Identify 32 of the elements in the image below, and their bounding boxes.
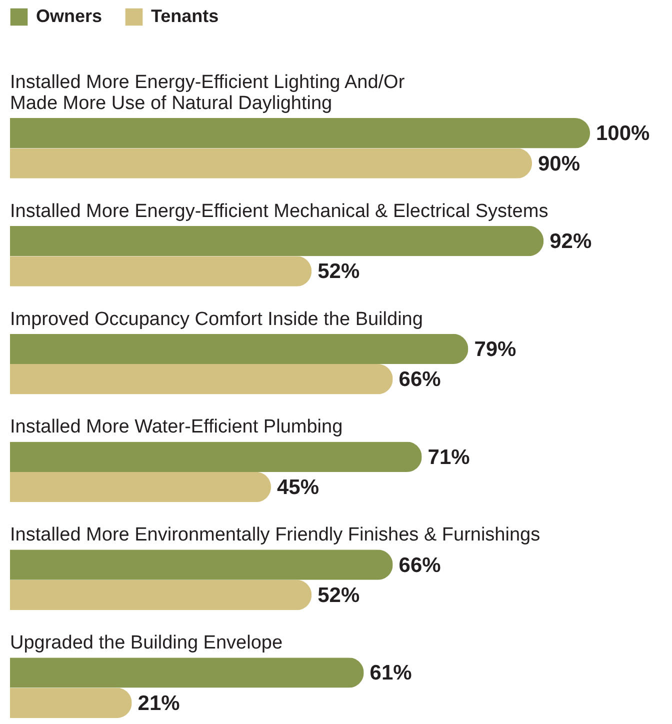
data-label: 79% <box>474 338 517 361</box>
legend-label: Owners <box>36 6 102 26</box>
bar <box>10 658 364 688</box>
data-label: 52% <box>318 584 360 607</box>
data-label: 66% <box>398 554 442 577</box>
data-label: 45% <box>277 476 320 500</box>
bar <box>10 550 393 580</box>
bar <box>10 226 544 256</box>
legend-label: Tenants <box>151 6 219 26</box>
y-tick-label: Improved Occupancy Comfort Inside the Building <box>10 308 423 330</box>
data-label: 100% <box>596 122 650 146</box>
data-label: 71% <box>428 446 470 469</box>
y-tick-label: Installed More Energy-Efficient Mechanical & Electrical Systems <box>10 200 548 222</box>
y-tick-label: Upgraded the Building Envelope <box>10 632 283 654</box>
y-tick-label: Installed More Water-Efficient Plumbing <box>10 416 343 438</box>
bar <box>10 118 590 148</box>
data-label: 92% <box>550 230 592 254</box>
bar <box>10 334 468 364</box>
y-tick-label: Installed More Environmentally Friendly Finishes & Furnishings <box>10 524 540 546</box>
bar <box>10 472 271 502</box>
bar <box>10 364 393 394</box>
y-tick-label: Installed More Energy-Efficient Lighting And/Or Made More Use of Natural Daylighting <box>10 72 406 114</box>
data-label: 52% <box>318 260 360 284</box>
data-label: 21% <box>138 692 180 715</box>
bar <box>10 442 422 472</box>
data-label: 90% <box>538 152 580 176</box>
bar <box>10 256 312 286</box>
bar <box>10 688 132 718</box>
bar <box>10 148 532 178</box>
data-label: 61% <box>370 662 412 685</box>
bar <box>10 580 312 610</box>
data-label: 66% <box>398 368 442 392</box>
